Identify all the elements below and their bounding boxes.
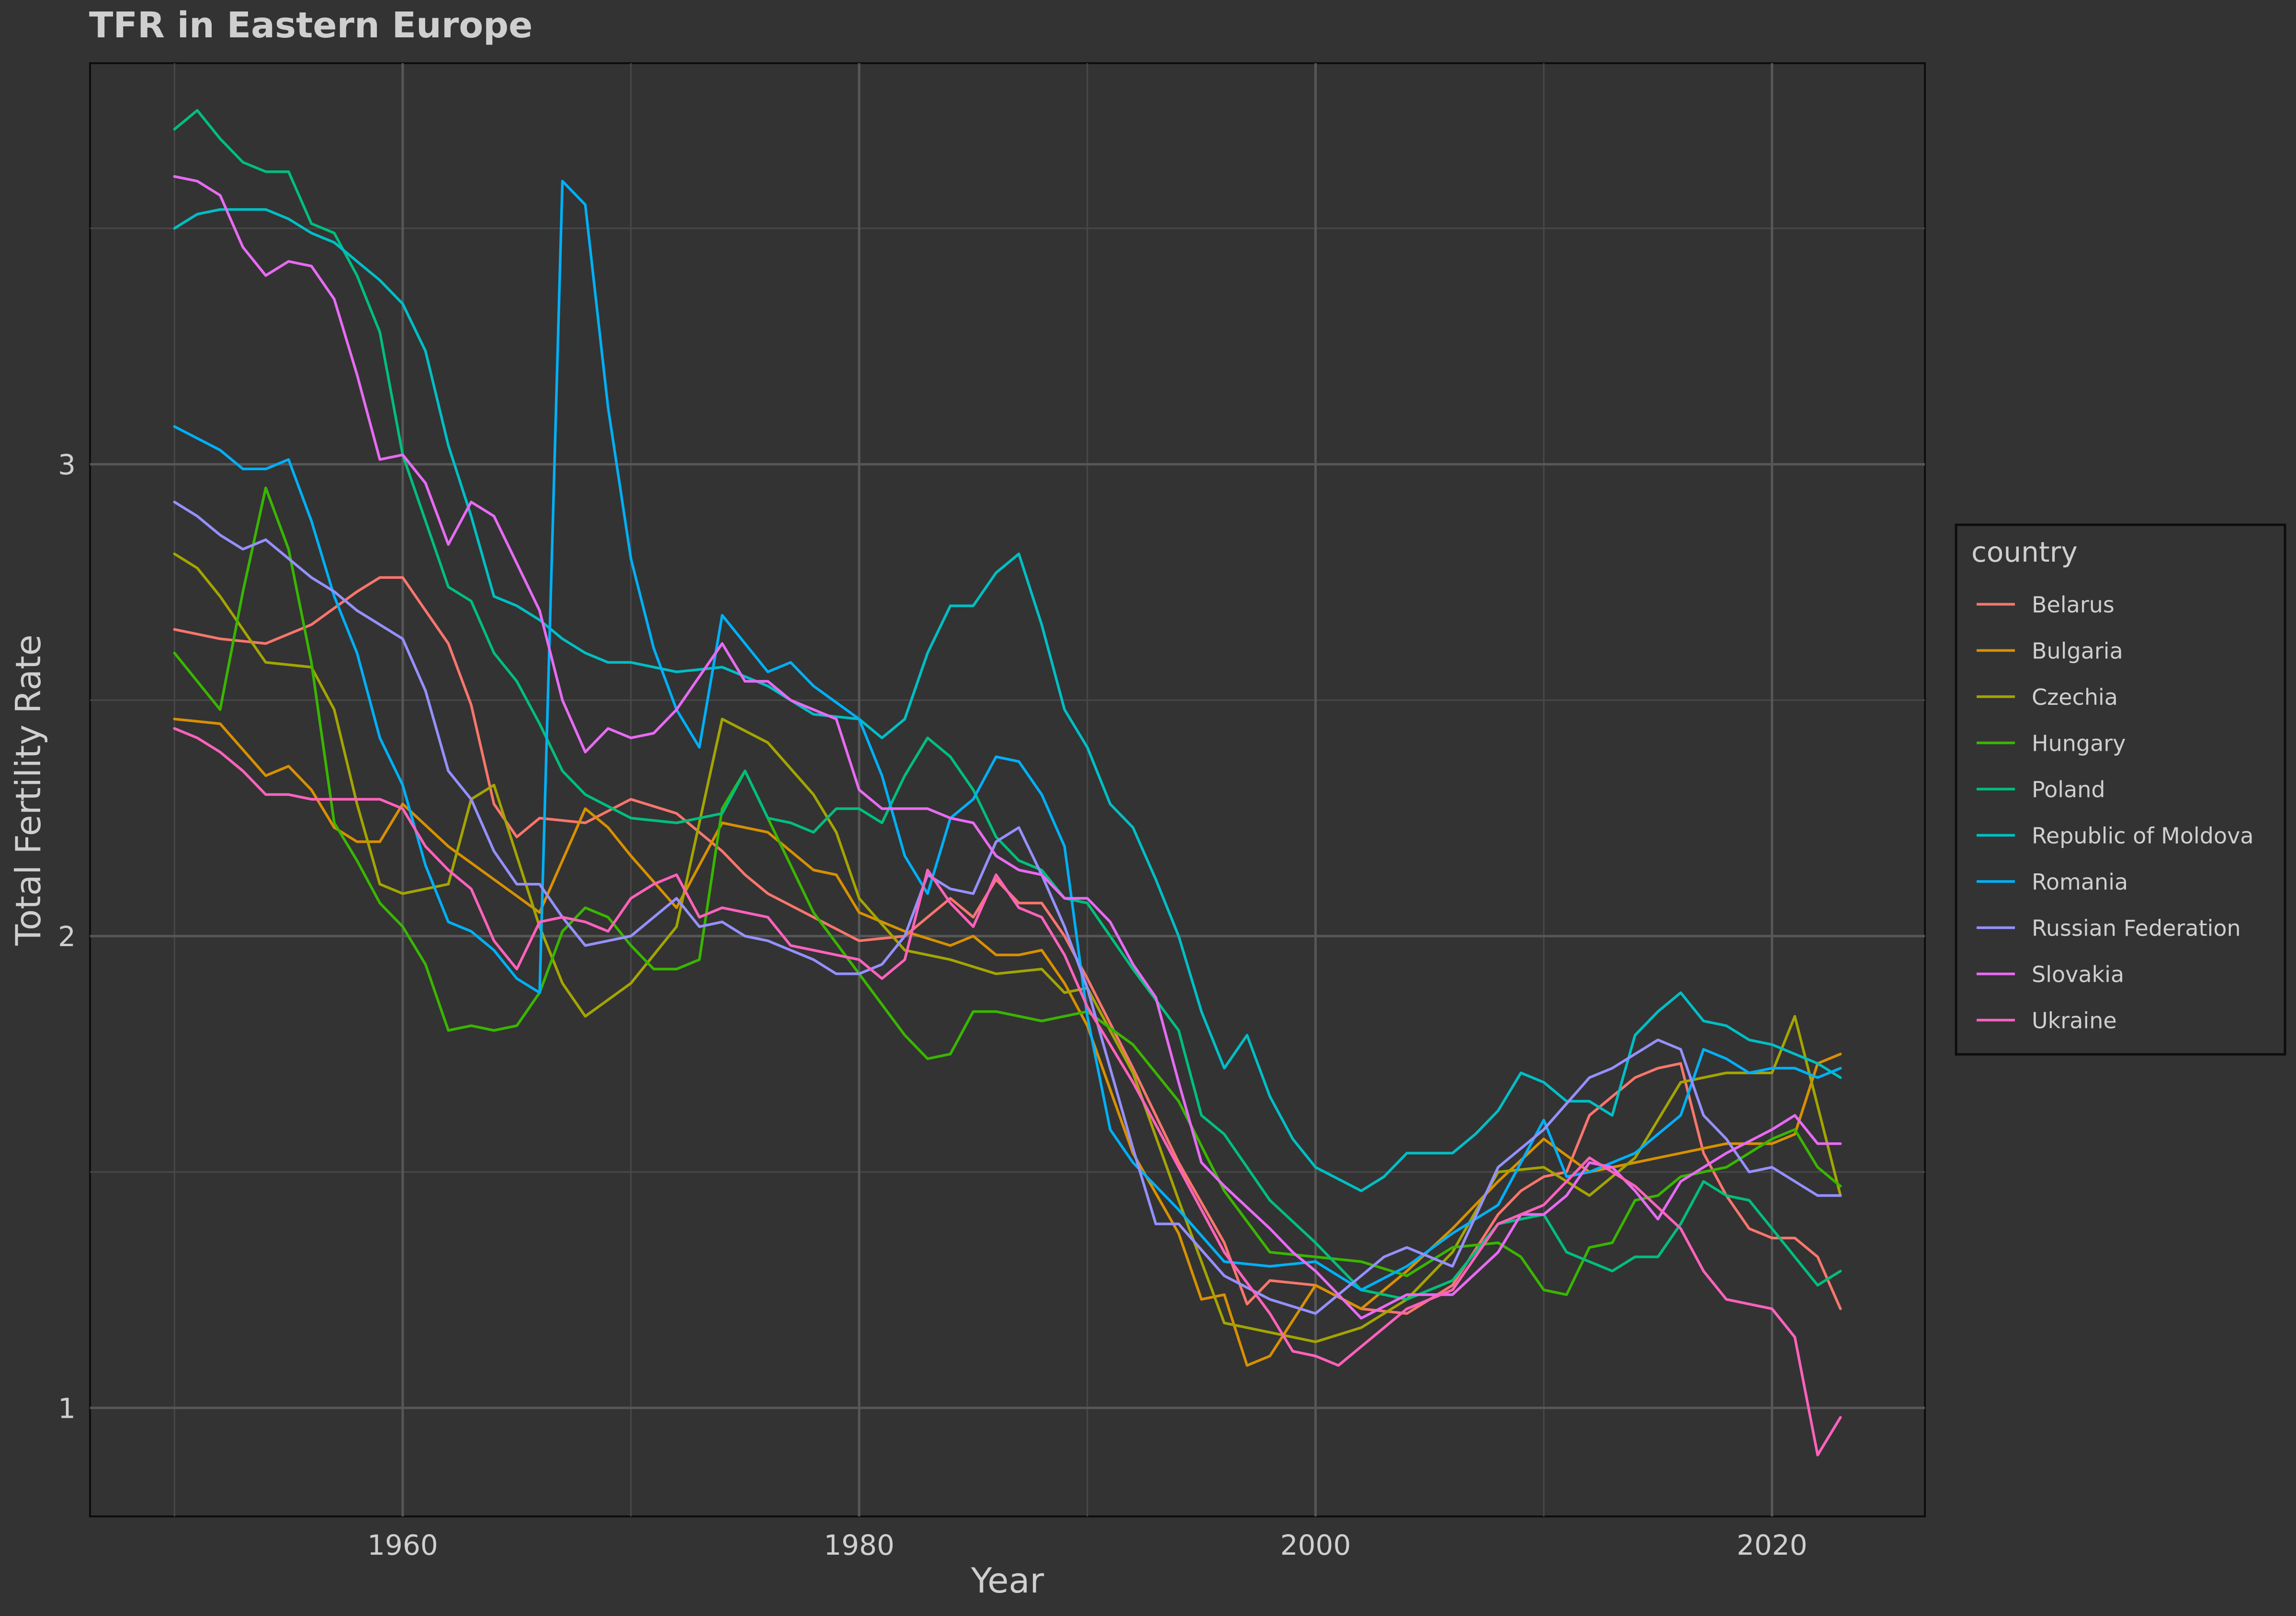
series-lines bbox=[173, 109, 1842, 1457]
y-tick-label: 1 bbox=[58, 1392, 76, 1424]
series-line-republic-of-moldova bbox=[173, 208, 1842, 1192]
legend-items: Belarus Bulgaria Czechia Hungary Poland Repub… bbox=[1977, 592, 2254, 1034]
legend-label: Ukraine bbox=[2032, 1008, 2117, 1034]
legend: country Belarus Bulgaria Czechia Hungary Pol… bbox=[1955, 523, 2286, 1056]
x-tick-label: 1960 bbox=[367, 1529, 438, 1561]
legend-label: Russian Federation bbox=[2032, 915, 2241, 941]
legend-label: Hungary bbox=[2032, 731, 2126, 757]
y-tick-label: 2 bbox=[58, 920, 76, 953]
series-line-romania bbox=[173, 180, 1842, 1291]
series-line-hungary bbox=[173, 486, 1842, 1296]
legend-label: Slovakia bbox=[2032, 961, 2124, 987]
legend-label: Poland bbox=[2032, 777, 2105, 802]
legend-label: Romania bbox=[2032, 869, 2128, 895]
chart-title: TFR in Eastern Europe bbox=[89, 5, 532, 46]
x-tick-label: 1980 bbox=[824, 1529, 894, 1561]
x-axis-ticks: 1960 1980 2000 2020 bbox=[367, 1529, 1807, 1561]
series-line-ukraine bbox=[173, 727, 1842, 1457]
series-line-czechia bbox=[173, 553, 1842, 1344]
minor-gridlines bbox=[90, 63, 1925, 1516]
legend-title: country bbox=[1971, 536, 2078, 568]
legend-label: Republic of Moldova bbox=[2032, 823, 2254, 849]
series-line-belarus bbox=[173, 576, 1842, 1315]
legend-label: Bulgaria bbox=[2032, 638, 2123, 664]
series-line-bulgaria bbox=[173, 717, 1842, 1367]
y-axis-title: Total Fertility Rate bbox=[8, 634, 48, 946]
series-line-poland bbox=[173, 109, 1842, 1301]
y-axis-ticks: 1 2 3 bbox=[58, 449, 76, 1425]
legend-label: Czechia bbox=[2032, 684, 2118, 710]
series-line-slovakia bbox=[173, 175, 1842, 1320]
x-axis-title: Year bbox=[971, 1560, 1044, 1601]
x-tick-label: 2020 bbox=[1737, 1529, 1808, 1561]
legend-label: Belarus bbox=[2032, 592, 2115, 618]
plot-panel bbox=[89, 62, 1926, 1517]
x-tick-label: 2000 bbox=[1280, 1529, 1351, 1561]
y-tick-label: 3 bbox=[58, 449, 76, 481]
plot-area bbox=[89, 62, 1926, 1517]
